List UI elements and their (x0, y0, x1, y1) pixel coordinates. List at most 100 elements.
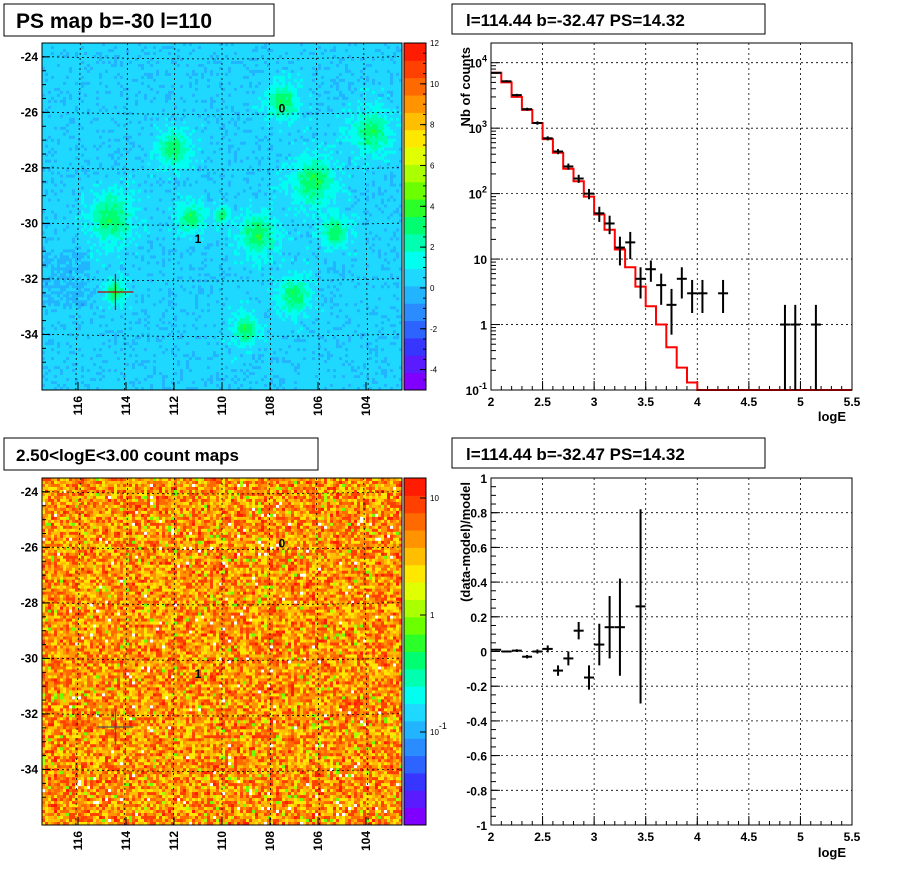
heatmap-cell (111, 369, 115, 373)
heatmap-cell (147, 288, 151, 292)
heatmap-cell (189, 63, 199, 68)
heatmap-cell (378, 186, 382, 190)
heatmap-cell (87, 162, 91, 167)
heatmap-cell (162, 387, 172, 390)
heatmap-cell (300, 78, 304, 83)
heatmap-cell (183, 43, 187, 47)
heatmap-cell (378, 192, 385, 196)
heatmap-cell (324, 360, 328, 364)
heatmap-cell (174, 291, 190, 295)
heatmap-cell (93, 54, 97, 59)
heatmap-cell (210, 174, 220, 179)
heatmap-cell (111, 60, 115, 65)
heatmap-cell (69, 96, 73, 101)
heatmap-cell (282, 264, 334, 268)
heatmap-cell (378, 207, 382, 211)
heatmap-cell (336, 138, 340, 143)
heatmap-cell (366, 81, 373, 86)
heatmap-cell (390, 54, 394, 59)
heatmap-cell (381, 315, 388, 319)
heatmap-cell (351, 54, 388, 59)
heatmap-cell (321, 180, 325, 184)
heatmap-cell (162, 384, 166, 388)
heatmap-cell (225, 168, 259, 173)
heatmap-cell (384, 150, 397, 155)
heatmap-cell (171, 177, 175, 181)
heatmap-cell (147, 60, 151, 65)
heatmap-cell (246, 210, 253, 214)
heatmap-cell (312, 93, 319, 98)
heatmap-cell (75, 198, 79, 202)
heatmap-cell (306, 231, 310, 235)
heatmap-cell (93, 201, 100, 205)
heatmap-cell (246, 213, 250, 217)
heatmap-cell (351, 114, 355, 119)
heatmap-cell (75, 174, 88, 179)
heatmap-cell (93, 210, 100, 214)
heatmap-cell (57, 63, 61, 68)
heatmap-cell (342, 177, 385, 181)
heatmap-cell (372, 285, 376, 289)
heatmap-cell (42, 141, 58, 146)
heatmap-cell (135, 210, 163, 214)
heatmap-cell (315, 297, 319, 301)
heatmap-cell (174, 300, 196, 304)
heatmap-cell (126, 180, 130, 184)
heatmap-cell (324, 288, 337, 292)
heatmap-cell (153, 273, 163, 277)
heatmap-cell (252, 84, 256, 89)
heatmap-cell (210, 288, 214, 292)
heatmap-cell (303, 102, 310, 107)
heatmap-cell (261, 234, 265, 238)
heatmap-cell (231, 108, 235, 113)
heatmap-cell (105, 195, 118, 199)
heatmap-cell (315, 78, 331, 83)
heatmap-cell (360, 114, 364, 119)
heatmap-cell (342, 309, 358, 313)
heatmap-cell (153, 123, 157, 128)
heatmap-cell (198, 300, 217, 304)
heatmap-cell (240, 478, 247, 482)
heatmap-cell (312, 252, 316, 256)
heatmap-cell (102, 135, 124, 140)
heatmap-cell (177, 372, 181, 376)
heatmap-cell (351, 339, 376, 343)
heatmap-cell (291, 330, 295, 334)
heatmap-cell (279, 183, 289, 187)
heatmap-cell (93, 243, 97, 247)
heatmap-cell (318, 345, 322, 349)
heatmap-cell (171, 324, 178, 328)
heatmap-cell (351, 231, 358, 235)
heatmap-cell (396, 228, 400, 232)
heatmap-cell (267, 375, 274, 379)
heatmap-cell (99, 231, 112, 235)
heatmap-cell (183, 285, 193, 289)
heatmap-cell (381, 153, 388, 158)
heatmap-cell (126, 48, 130, 53)
heatmap-cell (213, 114, 217, 119)
heatmap-cell (66, 96, 70, 101)
heatmap-cell (246, 63, 256, 68)
heatmap-cell (384, 93, 388, 98)
colorbar-segment (404, 268, 426, 287)
heatmap-cell (66, 261, 70, 265)
heatmap-cell (219, 117, 232, 122)
heatmap-cell (138, 57, 151, 62)
heatmap-cell (312, 132, 319, 137)
heatmap-cell (174, 330, 178, 334)
heatmap-cell (273, 126, 307, 131)
heatmap-cell (54, 478, 58, 482)
heatmap-cell (333, 177, 340, 181)
heatmap-cell (75, 381, 79, 385)
heatmap-cell (282, 189, 286, 193)
heatmap-cell (258, 63, 268, 68)
heatmap-cell (258, 159, 262, 164)
heatmap-cell (102, 108, 106, 113)
heatmap-cell (288, 132, 292, 137)
heatmap-cell (120, 270, 160, 274)
heatmap-cell (354, 219, 367, 223)
heatmap-cell (366, 93, 379, 98)
heatmap-cell (186, 180, 196, 184)
heatmap-cell (129, 306, 133, 310)
heatmap-cell (231, 219, 235, 223)
